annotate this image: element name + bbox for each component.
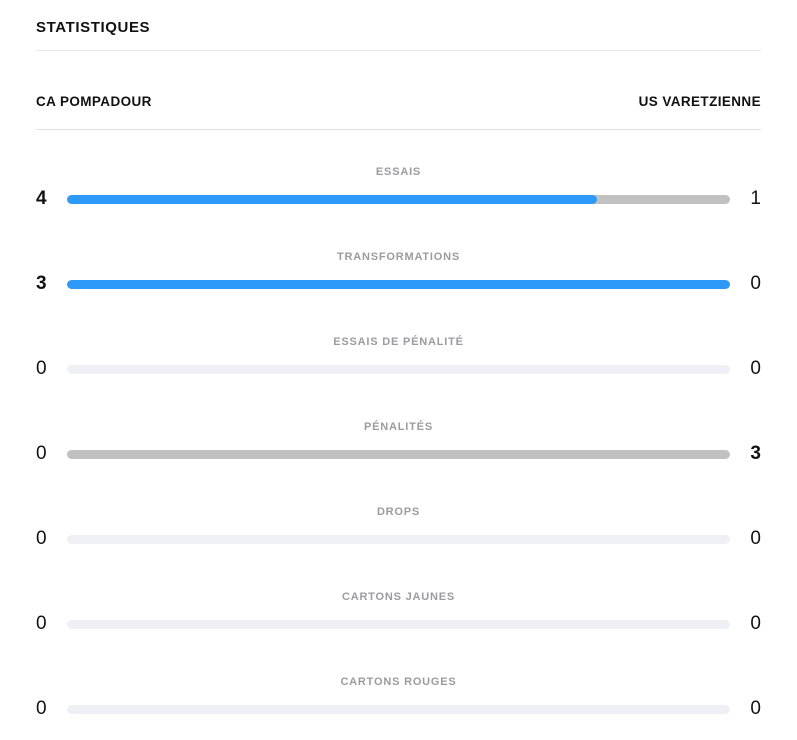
stat-label: CARTONS JAUNES xyxy=(341,591,456,603)
stat-row: TRANSFORMATIONS 3 0 xyxy=(36,251,761,294)
away-team-value: 0 xyxy=(750,613,761,634)
away-team-value: 1 xyxy=(750,188,761,209)
home-team-value: 4 xyxy=(36,188,47,209)
stat-row: PÉNALITÉS 0 3 xyxy=(36,421,761,464)
stat-row: CARTONS JAUNES 0 0 xyxy=(36,591,761,634)
home-bar-fill xyxy=(67,279,730,289)
stat-comparison-bar xyxy=(67,619,730,629)
teams-divider xyxy=(36,129,761,130)
away-team-value: 0 xyxy=(750,528,761,549)
stat-bar-line: 0 0 xyxy=(36,614,761,634)
stat-label: DROPS xyxy=(376,506,421,518)
page-title: STATISTIQUES xyxy=(36,19,151,36)
stat-bar-line: 0 0 xyxy=(36,699,761,719)
stat-label: CARTONS ROUGES xyxy=(340,676,457,688)
stat-row: CARTONS ROUGES 0 0 xyxy=(36,676,761,719)
home-team-value: 3 xyxy=(36,273,47,294)
stat-bar-line: 0 3 xyxy=(36,444,761,464)
stats-list: ESSAIS 4 1 TRANSFORMATIONS 3 0 ESSAIS DE… xyxy=(36,166,761,719)
home-team-value: 0 xyxy=(36,698,47,719)
away-team-name: US VARETZIENNE xyxy=(638,94,761,109)
title-divider xyxy=(36,50,761,51)
away-team-value: 0 xyxy=(750,698,761,719)
stat-row: ESSAIS DE PÉNALITÉ 0 0 xyxy=(36,336,761,379)
stat-bar-line: 0 0 xyxy=(36,359,761,379)
stat-row: ESSAIS 4 1 xyxy=(36,166,761,209)
stat-bar-line: 4 1 xyxy=(36,189,761,209)
home-team-value: 0 xyxy=(36,358,47,379)
home-bar-fill xyxy=(67,194,598,204)
stat-comparison-bar xyxy=(67,704,730,714)
stat-comparison-bar xyxy=(67,194,730,204)
stat-label: ESSAIS xyxy=(375,166,422,178)
stat-comparison-bar xyxy=(67,279,730,289)
away-team-value: 0 xyxy=(750,273,761,294)
home-team-value: 0 xyxy=(36,528,47,549)
stat-label: ESSAIS DE PÉNALITÉ xyxy=(333,336,464,348)
stat-row: DROPS 0 0 xyxy=(36,506,761,549)
stat-label: TRANSFORMATIONS xyxy=(336,251,460,263)
home-team-value: 0 xyxy=(36,443,47,464)
home-team-value: 0 xyxy=(36,613,47,634)
home-team-name: CA POMPADOUR xyxy=(36,94,152,109)
stat-bar-line: 0 0 xyxy=(36,529,761,549)
away-team-value: 3 xyxy=(750,443,761,464)
stat-comparison-bar xyxy=(67,449,730,459)
stat-bar-line: 3 0 xyxy=(36,274,761,294)
away-team-value: 0 xyxy=(750,358,761,379)
stat-comparison-bar xyxy=(67,534,730,544)
stat-comparison-bar xyxy=(67,364,730,374)
match-statistics-panel: STATISTIQUES CA POMPADOUR US VARETZIENNE… xyxy=(36,19,761,719)
stat-label: PÉNALITÉS xyxy=(364,421,433,433)
teams-header: CA POMPADOUR US VARETZIENNE xyxy=(36,95,761,109)
